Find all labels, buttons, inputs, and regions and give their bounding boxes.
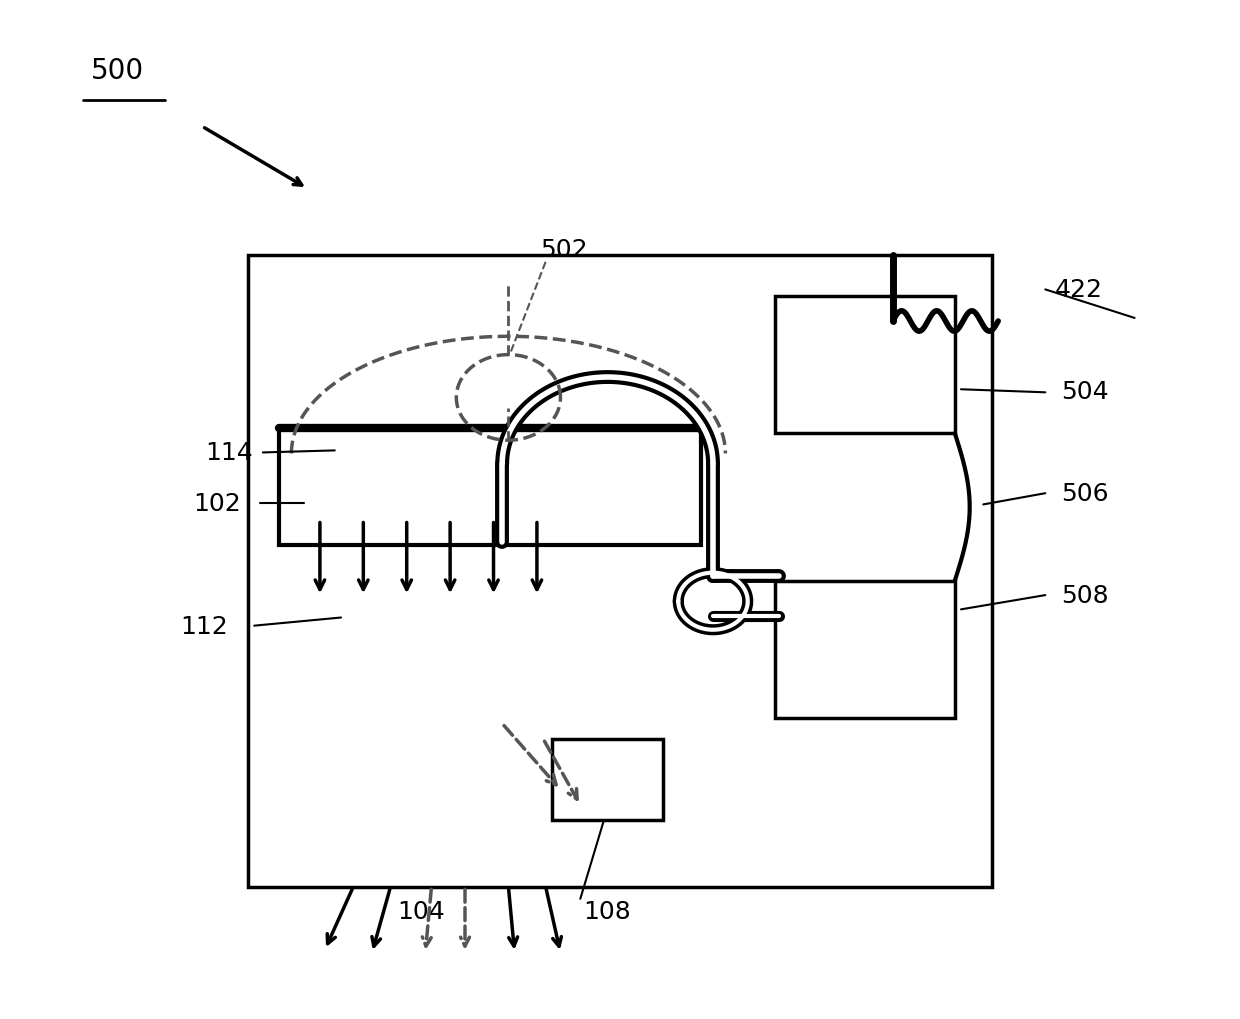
Text: 502: 502 [541,237,588,262]
FancyBboxPatch shape [775,581,955,718]
Text: 114: 114 [206,441,253,466]
Text: 504: 504 [1061,380,1109,405]
Text: 508: 508 [1061,584,1109,608]
Text: 108: 108 [584,900,631,924]
Text: 102: 102 [193,492,241,517]
Text: 506: 506 [1061,482,1109,506]
Text: 500: 500 [92,57,144,86]
FancyBboxPatch shape [248,255,992,887]
Text: 422: 422 [1055,278,1102,303]
FancyBboxPatch shape [279,428,701,545]
FancyBboxPatch shape [775,296,955,433]
FancyBboxPatch shape [552,739,663,820]
Text: 112: 112 [181,614,228,639]
Text: 104: 104 [398,900,445,924]
